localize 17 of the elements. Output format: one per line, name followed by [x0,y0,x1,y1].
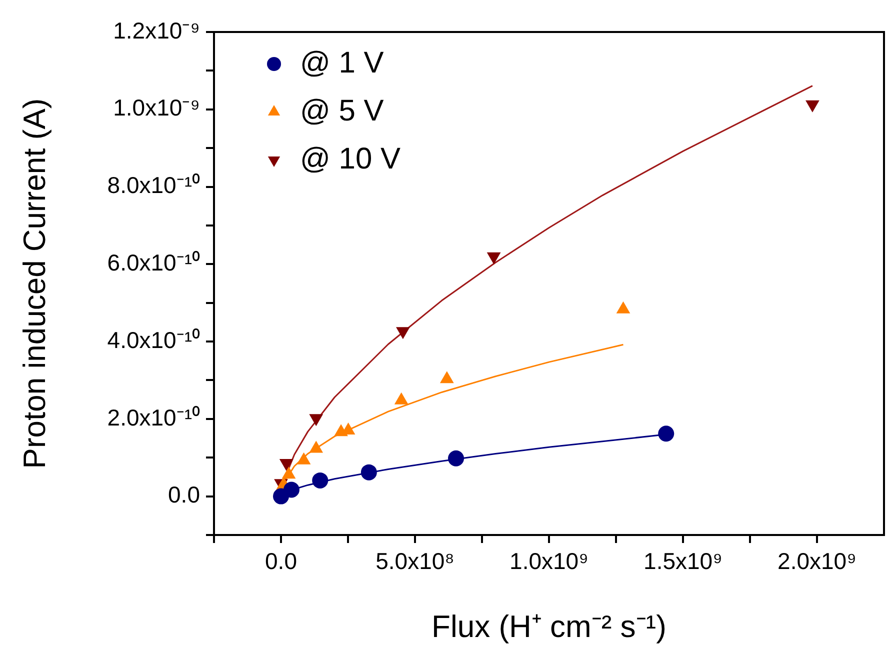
x-tick-label: 1.0x10⁹ [510,548,588,574]
y-tick-label: 4.0x10⁻¹⁰ [107,326,200,353]
y-axis-title: Proton induced Current (A) [17,98,52,469]
y-tick-label: 1.0x10⁻⁹ [113,94,200,121]
x-tick-label: 1.5x10⁹ [644,548,722,574]
y-tick-label: 1.2x10⁻⁹ [113,17,200,44]
x-tick-label: 5.0x10⁸ [376,548,454,574]
y-tick-label: 2.0x10⁻¹⁰ [107,404,200,430]
y-tick-label: 0.0 [168,482,200,508]
x-axis-title: Flux (H⁺ cm⁻² s⁻¹) [432,608,666,644]
x-tick-label: 0.0 [265,548,297,574]
y-tick-label: 8.0x10⁻¹⁰ [107,172,200,198]
legend-label: @ 1 V [300,46,384,80]
x-tick-label: 2.0x10⁹ [778,548,856,574]
legend-label: @ 5 V [300,94,384,128]
y-tick-label: 6.0x10⁻¹⁰ [107,250,200,276]
legend-label: @ 10 V [300,142,401,176]
